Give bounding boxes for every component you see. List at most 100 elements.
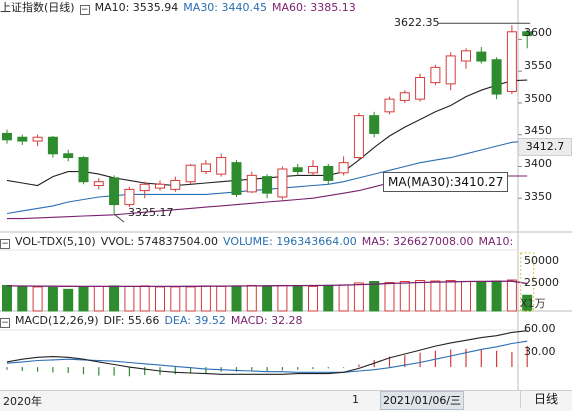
volume-bar-up <box>124 285 135 312</box>
candle-body-down <box>522 31 533 37</box>
volume-bar-up <box>506 279 517 312</box>
macd-tick-label: 60.00 <box>524 322 556 335</box>
volume-bar-down <box>369 281 380 312</box>
candle-body-up <box>185 164 196 183</box>
volume-bar-up <box>461 281 471 312</box>
price-tick-label: 3350 <box>524 190 552 203</box>
volume-bar-up <box>277 284 288 312</box>
candle-body-down <box>109 177 120 206</box>
volume-bar-down <box>491 280 502 312</box>
volume-bar-up <box>170 286 181 312</box>
volume-bar-down <box>476 281 487 312</box>
candle-body-up <box>308 165 318 174</box>
peak-price-label: 3622.35 <box>394 16 440 29</box>
candle-body-up <box>200 163 211 173</box>
low-price-label: 3325.17 <box>128 206 174 219</box>
dea-line <box>6 340 528 373</box>
month-label: 1 <box>352 393 359 406</box>
candle-body-up <box>139 183 150 192</box>
price-tick-label: 3450 <box>524 124 552 137</box>
price-tick-label: 3600 <box>524 26 552 39</box>
volume-bar-down <box>63 288 74 312</box>
candle-body-down <box>262 176 273 194</box>
volume-bar-down <box>17 285 28 312</box>
candle-body-down <box>369 115 380 134</box>
candle-body-up <box>93 181 104 187</box>
current-date-marker: 2021/01/06/三 <box>380 391 464 410</box>
price-tick-label: 3500 <box>524 92 552 105</box>
volume-bar-down <box>109 285 120 312</box>
candle-body-up <box>506 31 517 93</box>
candle-body-up <box>170 179 181 190</box>
candle-body-down <box>2 132 12 141</box>
index-title: 上证指数(日线) <box>0 1 75 14</box>
volume-bar-up <box>353 282 364 312</box>
vol-ma5-value: MA5: 326627008.00 <box>361 235 474 248</box>
volume-bar-up <box>216 285 227 312</box>
macd-indicator-name[interactable]: MACD(12,26,9) <box>15 314 99 327</box>
dea-value: DEA: 39.52 <box>164 314 226 327</box>
candle-body-up <box>384 98 395 113</box>
volume-bar-up <box>246 284 257 312</box>
candle-body-down <box>323 165 334 181</box>
candle-body-down <box>292 167 303 173</box>
volume-bar-down <box>323 284 334 312</box>
candle-body-up <box>399 92 410 101</box>
vol-indicator-name[interactable]: VOL-TDX(5,10) <box>15 235 96 248</box>
volume-bar-up <box>155 286 165 312</box>
candle-body-up <box>430 66 441 84</box>
candle-body-up <box>124 188 135 206</box>
ma60-value: MA60: 3385.13 <box>272 1 356 14</box>
time-axis-bar <box>0 390 572 411</box>
price-tick-label: 3400 <box>524 157 552 170</box>
volume-bar-up <box>445 280 456 312</box>
collapse-icon[interactable]: − <box>0 239 10 249</box>
candle-body-up <box>445 55 456 85</box>
volume-bar-up <box>139 285 150 312</box>
year-label: 2020年 <box>3 395 42 408</box>
dif-line <box>6 330 528 375</box>
current-volume-highlight <box>520 252 535 312</box>
current-price-marker: 3412.7 <box>518 138 572 156</box>
candle-body-down <box>231 162 242 195</box>
candle-body-up <box>415 77 426 100</box>
vvol-value: VVOL: 574837504.00 <box>100 235 219 248</box>
volume-bar-down <box>2 284 12 312</box>
collapse-icon[interactable]: − <box>79 5 90 15</box>
collapse-icon[interactable]: − <box>0 318 10 328</box>
volume-bar-up <box>32 286 43 312</box>
candle-body-down <box>491 59 502 95</box>
volume-ma5-line <box>6 280 528 288</box>
volume-header: − VOL-TDX(5,10) VVOL: 574837504.00 VOLUME: … <box>0 234 518 250</box>
period-selector-button[interactable]: 日线 <box>520 391 571 408</box>
candle-body-up <box>353 115 364 159</box>
volume-bar-up <box>200 285 211 312</box>
volume-tick-label: 50000 <box>524 254 559 267</box>
candle-body-up <box>216 157 227 175</box>
volume-bar-up <box>384 281 395 312</box>
price-tick-label: 3550 <box>524 59 552 72</box>
volume-bar-down <box>262 285 273 312</box>
candle-body-up <box>246 174 257 193</box>
volume-bar-up <box>415 280 426 312</box>
volume-bar-up <box>93 285 104 312</box>
volume-bar-down <box>78 285 89 312</box>
candle-body-up <box>277 168 288 198</box>
low-pointer <box>113 213 125 223</box>
macd-header: − MACD(12,26,9) DIF: 55.66 DEA: 39.52 MACD: … <box>0 313 308 329</box>
volume-bar-down <box>47 286 58 312</box>
candle-body-down <box>78 157 89 183</box>
volume-bar-up <box>185 286 196 312</box>
candle-body-up <box>32 136 43 142</box>
candle-body-up <box>338 162 349 174</box>
volume-bar-down <box>292 285 303 312</box>
volume-bar-down <box>231 285 242 312</box>
volume-bar-up <box>338 284 349 312</box>
volume-value: VOLUME: 196343664.00 <box>223 235 357 248</box>
dif-value: DIF: 55.66 <box>103 314 160 327</box>
macd-value: MACD: 32.28 <box>230 314 303 327</box>
volume-tick-label: 25000 <box>524 276 559 289</box>
candle-body-down <box>47 136 58 155</box>
macd-tick-label: 30.00 <box>524 345 556 358</box>
